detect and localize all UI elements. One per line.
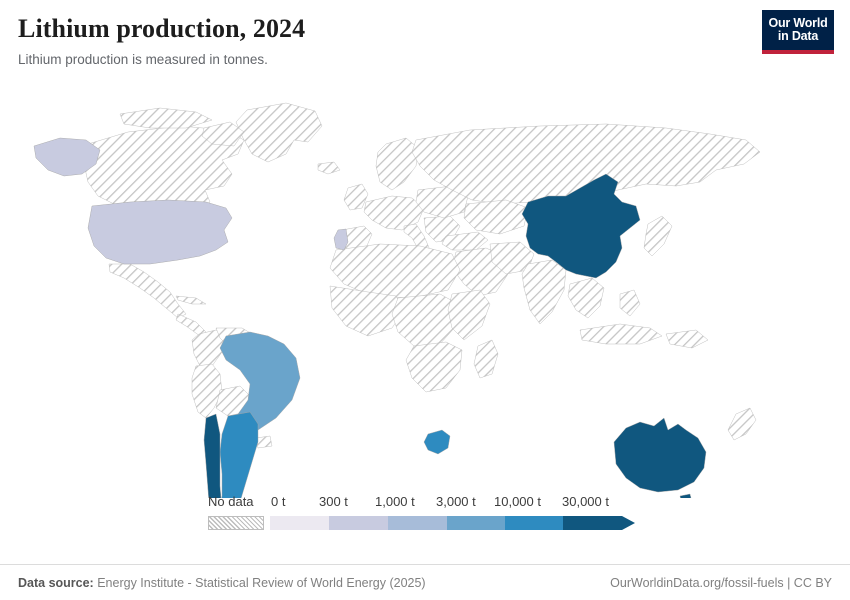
country-alaska[interactable] <box>33 137 101 177</box>
country-zimbabwe[interactable] <box>423 429 451 455</box>
legend-tick-5: 30,000 t <box>562 494 609 509</box>
legend-no-data-label: No data <box>208 494 254 509</box>
country-canada-arctic[interactable] <box>119 107 213 129</box>
data-source: Data source: Energy Institute - Statisti… <box>18 576 426 590</box>
owid-logo-line1: Our World <box>768 15 828 30</box>
country-philippines[interactable] <box>619 289 641 317</box>
legend-tick-4: 10,000 t <box>494 494 541 509</box>
page-title: Lithium production, 2024 <box>18 14 306 43</box>
page-subtitle: Lithium production is measured in tonnes… <box>18 51 268 67</box>
map-legend: No data 0 t 300 t 1,000 t 3,000 t 10,000… <box>0 494 850 548</box>
legend-swatch-1[interactable] <box>329 516 388 530</box>
legend-swatch-3[interactable] <box>447 516 505 530</box>
country-tasmania[interactable] <box>679 493 692 498</box>
country-central-america[interactable] <box>175 313 207 337</box>
data-source-label: Data source: <box>18 575 94 590</box>
legend-swatch-2[interactable] <box>388 516 447 530</box>
country-argentina[interactable] <box>214 411 259 498</box>
country-indonesia[interactable] <box>579 323 663 345</box>
country-greenland[interactable] <box>235 102 323 163</box>
country-australia[interactable] <box>613 417 707 493</box>
country-west-africa[interactable] <box>329 285 405 337</box>
country-scandinavia[interactable] <box>375 137 419 191</box>
country-peru[interactable] <box>191 363 223 419</box>
country-new-zealand[interactable] <box>727 407 757 441</box>
legend-swatch-5[interactable] <box>563 516 622 530</box>
country-southern-africa[interactable] <box>405 341 463 393</box>
legend-tick-1: 300 t <box>319 494 348 509</box>
legend-tick-2: 1,000 t <box>375 494 415 509</box>
country-mexico[interactable] <box>108 263 187 319</box>
country-central-africa[interactable] <box>391 293 459 347</box>
legend-color-bar[interactable] <box>270 516 622 530</box>
world-map[interactable] <box>0 78 850 498</box>
owid-logo-line2: in Data <box>777 29 819 43</box>
legend-open-ended-arrow-icon <box>622 516 635 530</box>
country-portugal[interactable] <box>333 228 349 251</box>
map-countries-data <box>33 137 707 498</box>
country-uruguay[interactable] <box>255 435 273 449</box>
data-source-text: Energy Institute - Statistical Review of… <box>93 575 426 590</box>
legend-swatch-0[interactable] <box>270 516 329 530</box>
map-countries-nodata <box>83 102 761 449</box>
footer-link[interactable]: OurWorldinData.org/fossil-fuels | CC BY <box>610 575 832 590</box>
country-russia[interactable] <box>411 123 761 205</box>
country-china[interactable] <box>521 173 641 279</box>
country-madagascar[interactable] <box>473 339 499 379</box>
chart-footer: Data source: Energy Institute - Statisti… <box>0 564 850 600</box>
legend-tick-labels: No data 0 t 300 t 1,000 t 3,000 t 10,000… <box>0 494 850 516</box>
country-british-isles[interactable] <box>343 183 369 211</box>
country-baffin-island[interactable] <box>201 121 245 147</box>
country-chile[interactable] <box>203 413 228 498</box>
country-sea-mainland[interactable] <box>567 277 605 319</box>
country-india[interactable] <box>521 259 567 325</box>
country-papua-new-guinea[interactable] <box>665 329 709 349</box>
legend-tick-0: 0 t <box>271 494 286 509</box>
legend-tick-3: 3,000 t <box>436 494 476 509</box>
country-united-states[interactable] <box>87 199 233 265</box>
legend-no-data-swatch[interactable] <box>208 516 264 530</box>
country-cuba[interactable] <box>175 295 207 305</box>
country-central-asia[interactable] <box>463 199 529 235</box>
country-east-africa[interactable] <box>447 289 491 341</box>
country-iceland[interactable] <box>317 161 341 175</box>
chart-header: Lithium production, 2024 Lithium product… <box>0 0 850 68</box>
country-japan[interactable] <box>643 215 673 257</box>
legend-swatch-4[interactable] <box>505 516 563 530</box>
country-north-africa[interactable] <box>329 243 461 299</box>
owid-logo[interactable]: Our World in Data <box>762 10 834 54</box>
